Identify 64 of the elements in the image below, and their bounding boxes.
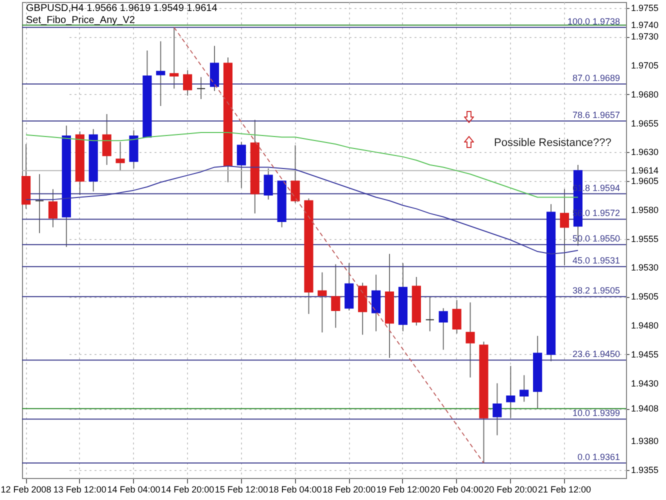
text: Set_Fibo_Price_Any_V2: [26, 15, 136, 26]
y-tick-label: 1.9580: [631, 204, 659, 215]
candlestick: [170, 26, 179, 90]
candlestick: [116, 141, 125, 172]
y-tick-label: 1.9680: [631, 89, 659, 100]
candlestick: [506, 365, 516, 418]
x-tick-label: 20 Feb 20:00: [484, 484, 538, 494]
candlestick: [210, 45, 220, 92]
ref-line-label: 0.0 1.9361: [577, 452, 620, 462]
candlestick: [156, 40, 166, 106]
candlestick: [520, 374, 529, 402]
ref-line-label: 23.6 1.9450: [572, 349, 620, 360]
y-tick-label: 1.9755: [631, 2, 659, 13]
candlestick: [492, 382, 502, 436]
y-tick-label: 1.9740: [631, 20, 659, 30]
candlestick: [48, 188, 58, 228]
x-tick-label: 12 Feb 2008: [0, 484, 52, 494]
y-tick-label: 1.9430: [631, 378, 659, 388]
candlestick: [318, 272, 327, 333]
candlestick: [466, 302, 475, 378]
ref-line-label: 78.6 1.9657: [572, 110, 620, 120]
candlestick: [560, 188, 570, 266]
y-tick-label: 1.9614: [631, 166, 659, 176]
annotation: Possible Resistance???: [494, 137, 612, 149]
x-tick-label: 18 Feb 20:00: [322, 484, 376, 494]
y-tick-label: 1.9605: [631, 176, 659, 186]
ref-line-label: 100.0 1.9738: [567, 16, 620, 26]
y-tick-label: 1.9408: [631, 404, 659, 414]
y-tick-label: 1.9555: [631, 234, 659, 244]
ref-line-label: 10.0 1.9399: [572, 408, 620, 418]
candlestick: [290, 144, 300, 204]
x-tick-label: 21 Feb 12:00: [538, 484, 592, 494]
candlestick: [438, 308, 448, 350]
candlestick: [425, 296, 434, 332]
x-tick-label: 14 Feb 20:00: [161, 484, 214, 494]
candlestick: [331, 264, 340, 328]
y-tick-label: 1.9530: [631, 262, 659, 273]
candlestick: [372, 274, 381, 332]
chart-title: GBPUSD,H4 1.9566 1.9619 1.9549 1.9614: [26, 3, 218, 14]
x-tick-label: 14 Feb 04:00: [107, 484, 160, 494]
ref-line-label: 87.0 1.9689: [572, 73, 620, 84]
x-tick-label: 20 Feb 04:00: [430, 484, 484, 494]
candlestick: [452, 300, 462, 334]
y-tick-label: 1.9705: [631, 60, 659, 71]
candlestick: [264, 168, 273, 200]
x-tick-label: 13 Feb 12:00: [53, 484, 106, 494]
candlestick: [196, 76, 206, 100]
x-tick-label: 15 Feb 12:00: [214, 484, 268, 494]
y-tick-label: 1.9730: [631, 32, 659, 42]
candlestick: [102, 114, 112, 166]
y-tick-label: 1.9480: [631, 320, 659, 330]
candlestick: [34, 174, 44, 234]
candlestick: [236, 141, 246, 189]
y-tick-label: 1.9655: [631, 118, 659, 128]
y-tick-label: 1.9380: [631, 436, 659, 446]
ref-line-label: 45.0 1.9531: [572, 256, 620, 266]
x-tick-label: 19 Feb 12:00: [376, 484, 430, 494]
y-tick-label: 1.9455: [631, 349, 659, 360]
y-tick-label: 1.9630: [631, 147, 659, 158]
candlestick: [183, 70, 192, 96]
y-tick-label: 1.9505: [631, 292, 659, 302]
y-tick-label: 1.9355: [631, 464, 659, 475]
x-tick-label: 18 Feb 04:00: [268, 484, 322, 494]
ref-line-label: 38.2 1.9505: [572, 286, 620, 296]
